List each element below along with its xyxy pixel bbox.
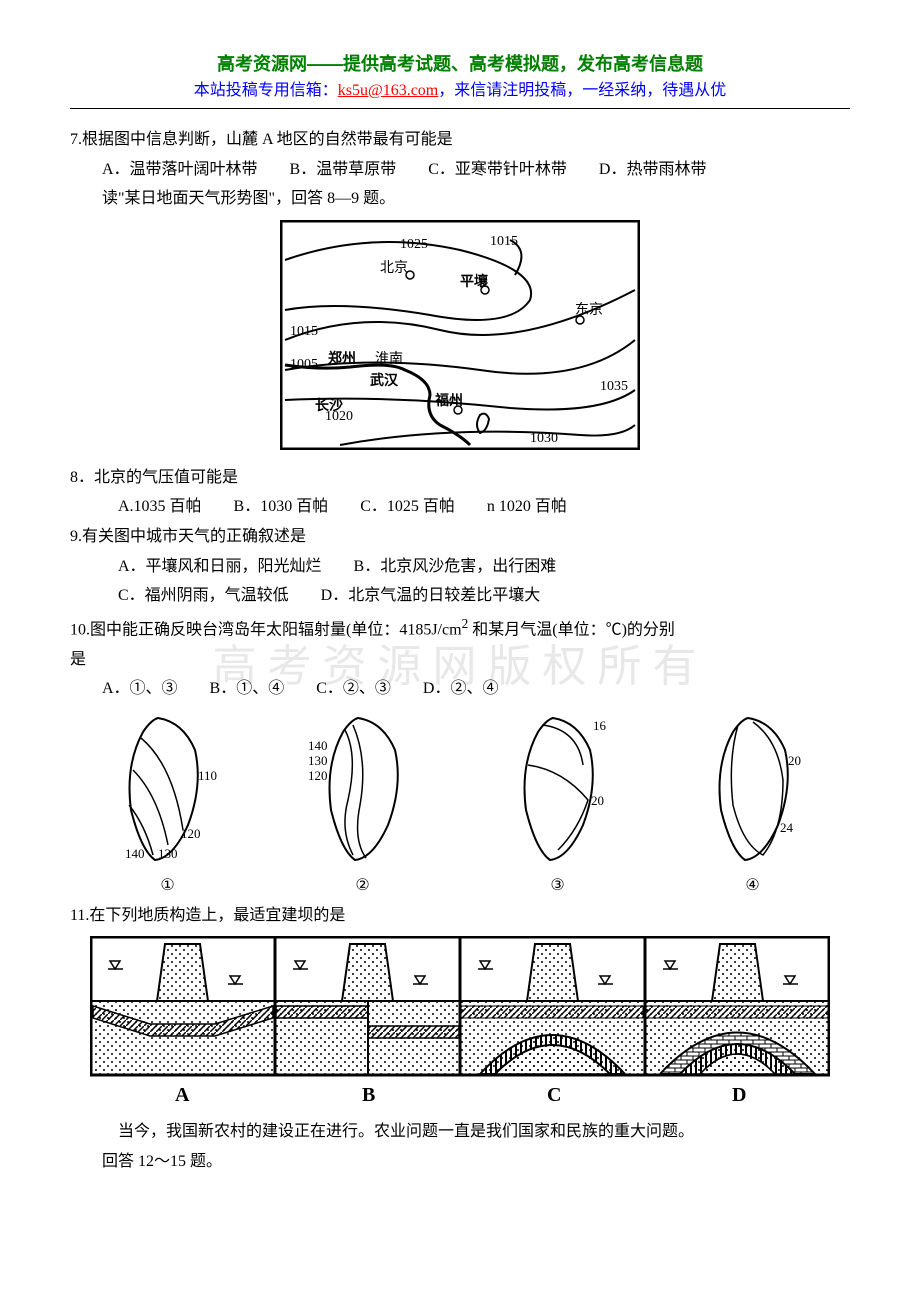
header-subtitle: 本站投稿专用信箱：ks5u@163.com，来信请注明投稿，一经采纳，待遇从优	[70, 76, 850, 100]
svg-text:140: 140	[125, 846, 145, 861]
city-zhengzhou: 郑州	[328, 350, 356, 367]
city-wuhan: 武汉	[370, 372, 399, 389]
geology-figure: A B C D	[70, 936, 850, 1111]
taiwan-4: 20 24 ④	[688, 710, 818, 895]
geo-label-C: C	[547, 1084, 561, 1106]
city-huainan: 淮南	[375, 351, 403, 367]
svg-text:20: 20	[788, 753, 801, 768]
email-link[interactable]: ks5u@163.com	[338, 82, 439, 99]
geo-label-D: D	[732, 1084, 746, 1106]
city-changsha: 长沙	[315, 397, 343, 414]
city-tokyo: 东京	[575, 302, 603, 318]
q11-stem: 11.在下列地质构造上，最适宜建坝的是	[70, 903, 850, 929]
svg-text:120: 120	[308, 768, 328, 783]
label-1025: 1025	[400, 237, 428, 252]
q10-a: 10.图中能正确反映台湾岛年太阳辐射量(单位：4185J/cm	[70, 621, 462, 638]
q8-stem: 8．北京的气压值可能是	[70, 465, 850, 491]
page-header: 高考资源网——提供高考试题、高考模拟题，发布高考信息题 本站投稿专用信箱：ks5…	[70, 50, 850, 100]
divider	[70, 108, 850, 109]
label-1005: 1005	[290, 357, 318, 372]
taiwan-2: 140 130 120 ②	[298, 710, 428, 895]
q9-optAB: A．平壤风和日丽，阳光灿烂 B．北京风沙危害，出行困难	[70, 554, 850, 580]
label-1030: 1030	[530, 431, 558, 446]
geo-label-A: A	[175, 1084, 190, 1106]
label-1015b: 1015	[290, 324, 318, 339]
svg-text:140: 140	[308, 738, 328, 753]
q10-stem: 10.图中能正确反映台湾岛年太阳辐射量(单位：4185J/cm2 和某月气温(单…	[70, 613, 850, 643]
q10-b: 和某月气温(单位：℃)的分别	[468, 621, 675, 638]
taiwan-3: 16 20 ③	[493, 710, 623, 895]
svg-text:16: 16	[593, 718, 607, 733]
svg-text:120: 120	[181, 826, 201, 841]
q7-stem: 7.根据图中信息判断，山麓 A 地区的自然带最有可能是	[70, 127, 850, 153]
taiwan-1-label: ①	[103, 875, 233, 895]
geo-label-B: B	[362, 1084, 375, 1106]
svg-text:130: 130	[158, 846, 178, 861]
taiwan-1: 110 120 130 140 ①	[103, 710, 233, 895]
svg-text:24: 24	[780, 820, 794, 835]
header-title: 高考资源网——提供高考试题、高考模拟题，发布高考信息题	[70, 50, 850, 76]
q8-options: A.1035 百帕 B．1030 百帕 C．1025 百帕 n 1020 百帕	[70, 494, 850, 520]
q9-stem: 9.有关图中城市天气的正确叙述是	[70, 524, 850, 550]
city-beijing: 北京	[380, 260, 408, 276]
taiwan-2-label: ②	[298, 875, 428, 895]
intro-12-15-l1: 当今，我国新农村的建设正在进行。农业问题一直是我们国家和民族的重大问题。	[70, 1119, 850, 1145]
city-pyongyang: 平壤	[460, 273, 489, 290]
q9-optCD: C．福州阴雨，气温较低 D．北京气温的日较差比平壤大	[70, 583, 850, 609]
taiwan-figures: 110 120 130 140 ① 140 130 120 ②	[70, 710, 850, 895]
q7-options: A．温带落叶阔叶林带 B．温带草原带 C．亚寒带针叶林带 D．热带雨林带	[70, 157, 850, 183]
intro-8-9: 读"某日地面天气形势图"，回答 8—9 题。	[70, 186, 850, 212]
taiwan-4-label: ④	[688, 875, 818, 895]
q10-options: A．①、③ B．①、④ C．②、③ D．②、④	[70, 676, 850, 702]
svg-text:110: 110	[198, 768, 217, 783]
city-fuzhou: 福州	[434, 392, 463, 409]
q10-stem2: 是	[70, 647, 850, 673]
intro-12-15-l2: 回答 12～15 题。	[70, 1149, 850, 1175]
header-sub-b: ，来信请注明投稿，一经采纳，待遇从优	[438, 82, 726, 99]
taiwan-3-label: ③	[493, 875, 623, 895]
label-1015: 1015	[490, 234, 518, 249]
label-1035: 1035	[600, 379, 628, 394]
header-sub-a: 本站投稿专用信箱：	[194, 82, 338, 99]
weather-map: 1025 1015 1015 1005 1020 1030 1035 北京 平壤…	[70, 220, 850, 455]
svg-text:20: 20	[591, 793, 604, 808]
svg-text:130: 130	[308, 753, 328, 768]
